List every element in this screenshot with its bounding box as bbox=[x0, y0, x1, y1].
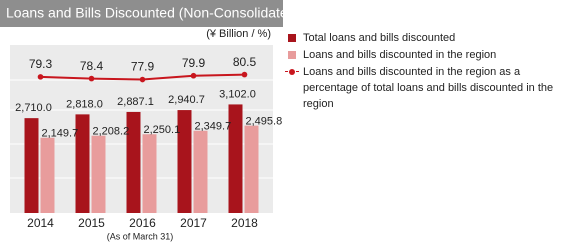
value-label: 78.4 bbox=[80, 59, 104, 73]
legend-label: Total loans and bills discounted bbox=[303, 32, 456, 44]
value-label: 3,102.0 bbox=[219, 88, 256, 100]
bar bbox=[126, 111, 141, 213]
x-tick-label: 2018 bbox=[231, 216, 258, 230]
line-point bbox=[139, 76, 146, 83]
line-point bbox=[241, 71, 248, 78]
value-label: 2,495.8 bbox=[246, 116, 283, 128]
legend-swatch bbox=[288, 51, 296, 59]
bar bbox=[91, 135, 106, 213]
line-point bbox=[190, 72, 197, 79]
bar bbox=[75, 114, 90, 213]
note: (As of March 31) bbox=[107, 231, 174, 241]
value-label: 2,250.1 bbox=[144, 124, 181, 136]
x-tick-label: 2016 bbox=[129, 216, 156, 230]
title-bar bbox=[0, 0, 283, 27]
value-label: 79.9 bbox=[182, 56, 206, 70]
chart-title: Loans and Bills Discounted (Non-Consolid… bbox=[6, 5, 300, 21]
bar bbox=[40, 137, 55, 213]
value-label: 80.5 bbox=[233, 55, 257, 69]
line-point bbox=[37, 74, 44, 80]
legend-dot bbox=[289, 69, 295, 75]
x-tick-label: 2014 bbox=[27, 216, 54, 230]
bar bbox=[244, 125, 259, 213]
value-label: 79.3 bbox=[29, 57, 53, 71]
value-label: 2,887.1 bbox=[117, 96, 154, 108]
value-label: 2,149.7 bbox=[42, 128, 79, 140]
value-label: 2,940.7 bbox=[168, 94, 205, 106]
legend-label: Loans and bills discounted in the region… bbox=[303, 66, 554, 110]
line-point bbox=[88, 75, 95, 82]
legend-swatch bbox=[288, 34, 296, 42]
value-label: 2,349.7 bbox=[195, 121, 232, 133]
x-tick-label: 2015 bbox=[78, 216, 105, 230]
bar bbox=[228, 104, 243, 213]
legend-swatch bbox=[285, 69, 299, 75]
value-label: 2,208.2 bbox=[93, 126, 130, 138]
value-label: 2,818.0 bbox=[66, 98, 103, 110]
bar bbox=[24, 118, 39, 213]
value-label: 77.9 bbox=[131, 60, 155, 74]
bar bbox=[193, 130, 208, 213]
x-tick-label: 2017 bbox=[180, 216, 207, 230]
value-label: 2,710.0 bbox=[15, 102, 52, 114]
bar bbox=[142, 134, 157, 213]
legend-label: Loans and bills discounted in the region bbox=[303, 49, 497, 61]
unit-label: (¥ Billion / %) bbox=[206, 28, 271, 40]
bar bbox=[177, 110, 192, 213]
